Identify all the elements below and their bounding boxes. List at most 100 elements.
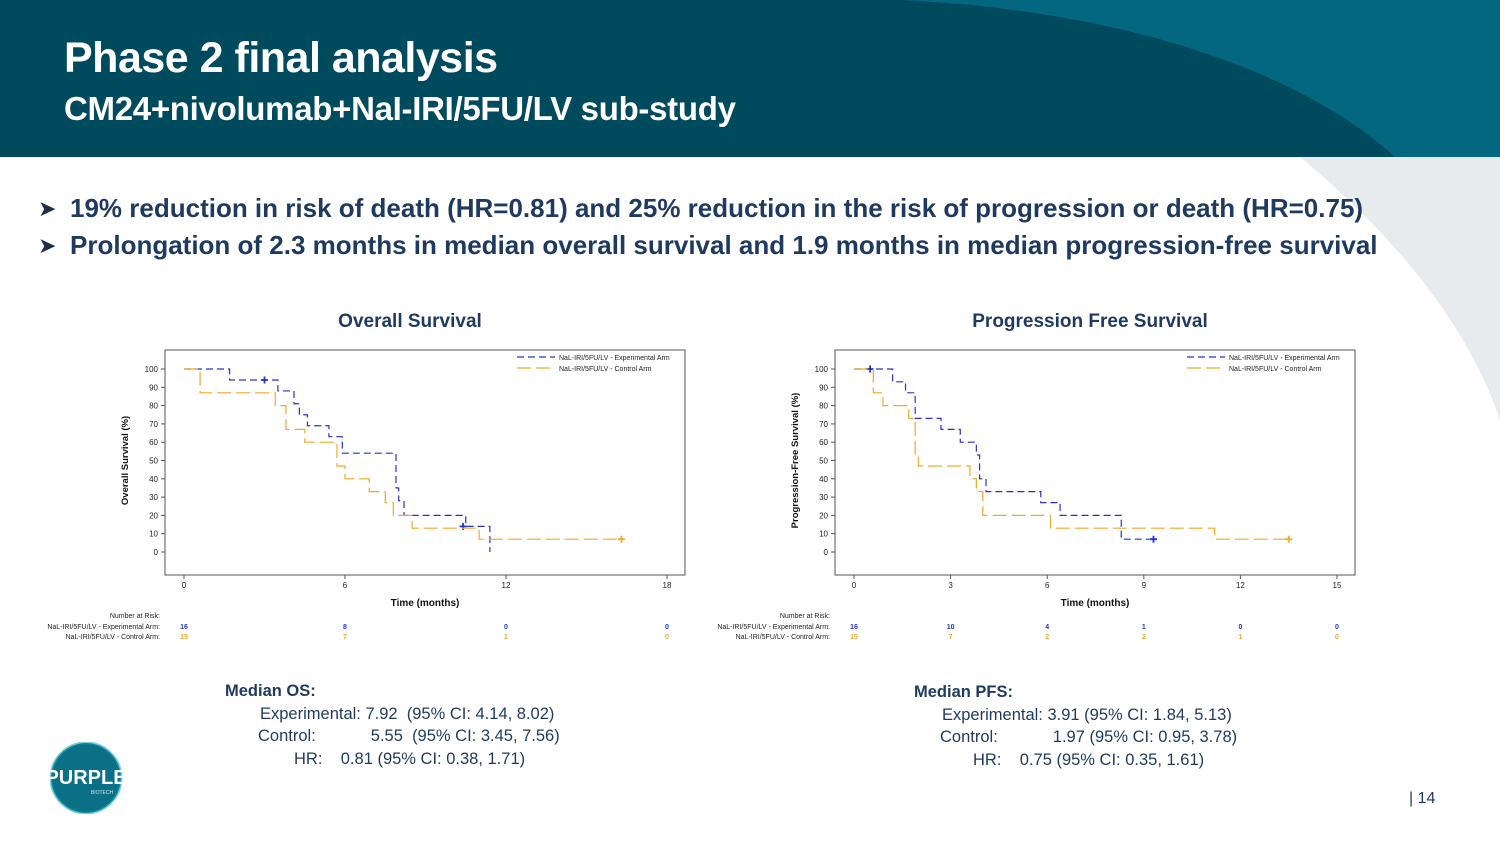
os-risk-row-label: NaL-IRI/5FU/LV - Control Arm:	[66, 634, 160, 641]
pfs-chart-title: Progression Free Survival	[972, 311, 1208, 332]
os-y-tick-label: 100	[145, 365, 159, 374]
bullet-text: 19% reduction in risk of death (HR=0.81)…	[70, 193, 1364, 223]
os-risk-value: 0	[504, 624, 508, 631]
os-median-control: Control: 5.55 (95% CI: 3.45, 7.56)	[258, 727, 560, 745]
os-median-heading: Median OS:	[225, 682, 316, 700]
bullet-item: ➤ 19% reduction in risk of death (HR=0.8…	[38, 190, 1378, 227]
os-y-tick-label: 80	[149, 402, 158, 411]
pfs-risk-value: 7	[949, 634, 953, 641]
os-series-line	[184, 368, 622, 540]
pfs-risk-value: 2	[1142, 634, 1146, 641]
os-x-axis-label: Time (months)	[391, 598, 460, 609]
slide-subtitle: CM24+nivolumab+NaI-IRI/5FU/LV sub-study	[64, 90, 736, 127]
os-x-tick-label: 6	[343, 581, 348, 590]
os-series-line	[184, 368, 491, 552]
os-risk-value: 8	[343, 624, 347, 631]
os-y-tick-label: 40	[149, 475, 158, 484]
pfs-median-summary: Median PFS: Experimental: 3.91 (95% CI: …	[914, 681, 1237, 771]
os-median-summary: Median OS: Experimental: 7.92 (95% CI: 4…	[225, 680, 560, 770]
os-y-tick-label: 30	[149, 493, 158, 502]
pfs-y-tick-label: 30	[819, 493, 828, 502]
pfs-legend-label: NaL-IRI/5FU/LV - Control Arm	[1229, 366, 1322, 373]
pfs-y-tick-label: 90	[819, 383, 828, 392]
os-censor-mark	[459, 522, 467, 530]
pfs-risk-title: Number at Risk:	[780, 613, 830, 620]
header-swoosh	[900, 0, 1500, 157]
pfs-y-tick-label: 20	[819, 511, 828, 520]
os-risk-title: Number at Risk:	[110, 613, 160, 620]
os-y-tick-label: 70	[149, 420, 158, 429]
logo-text: PURPLE	[45, 767, 126, 789]
bullet-text: Prolongation of 2.3 months in median ove…	[70, 230, 1378, 260]
pfs-risk-value: 0	[1238, 624, 1242, 631]
pfs-y-tick-label: 80	[819, 402, 828, 411]
os-risk-value: 0	[665, 634, 669, 641]
pfs-risk-value: 4	[1045, 624, 1049, 631]
os-risk-value: 15	[180, 634, 188, 641]
os-plot-frame	[164, 349, 686, 576]
os-risk-value: 0	[665, 624, 669, 631]
os-y-tick-label: 20	[149, 511, 158, 520]
os-x-tick-label: 0	[182, 581, 187, 590]
os-risk-value: 7	[343, 634, 347, 641]
pfs-risk-value: 10	[947, 624, 955, 631]
pfs-y-tick-label: 60	[819, 438, 828, 447]
pfs-y-tick-label: 0	[824, 548, 829, 557]
pfs-risk-row-label: NaL-IRI/5FU/LV - Control Arm:	[736, 634, 830, 641]
os-x-tick-label: 12	[502, 581, 511, 590]
pfs-x-tick-label: 12	[1236, 581, 1245, 590]
os-y-tick-label: 90	[149, 383, 158, 392]
os-y-tick-label: 0	[154, 548, 159, 557]
os-y-tick-label: 60	[149, 438, 158, 447]
pfs-y-tick-label: 100	[815, 365, 829, 374]
pfs-y-tick-label: 50	[819, 457, 828, 466]
os-risk-value: 16	[180, 624, 188, 631]
pfs-x-tick-label: 6	[1045, 581, 1050, 590]
os-median-experimental: Experimental: 7.92 (95% CI: 4.14, 8.02)	[260, 704, 555, 723]
os-chart-title: Overall Survival	[338, 311, 482, 332]
pfs-risk-value: 0	[1335, 634, 1339, 641]
pfs-y-tick-label: 40	[819, 475, 828, 484]
os-y-tick-label: 50	[149, 457, 158, 466]
pfs-median-control: Control: 1.97 (95% CI: 0.95, 3.78)	[940, 728, 1238, 746]
arrow-bullet-icon: ➤	[38, 233, 57, 258]
pfs-x-axis-label: Time (months)	[1061, 598, 1130, 609]
os-median-hr: HR: 0.81 (95% CI: 0.38, 1.71)	[294, 749, 526, 768]
pfs-risk-value: 2	[1045, 634, 1049, 641]
pfs-x-tick-label: 15	[1333, 581, 1342, 590]
pfs-risk-value: 1	[1142, 624, 1146, 631]
os-y-axis-label: Overall Survival (%)	[120, 416, 131, 505]
pfs-risk-value: 0	[1335, 624, 1339, 631]
os-risk-value: 1	[504, 634, 508, 641]
pfs-series-line	[854, 368, 1289, 540]
pfs-plot-frame	[834, 349, 1356, 576]
pfs-x-tick-label: 3	[948, 581, 953, 590]
pfs-x-tick-label: 0	[852, 581, 857, 590]
purple-biotech-logo: PURPLE BIOTECH	[45, 742, 127, 814]
os-censor-mark	[617, 535, 625, 543]
bullet-item: ➤ Prolongation of 2.3 months in median o…	[38, 227, 1378, 264]
arrow-bullet-icon: ➤	[38, 196, 57, 221]
pfs-y-tick-label: 10	[819, 530, 828, 539]
pfs-median-experimental: Experimental: 3.91 (95% CI: 1.84, 5.13)	[942, 705, 1232, 724]
os-legend-label: NaL-IRI/5FU/LV - Experimental Arm	[559, 355, 670, 362]
pfs-median-hr: HR: 0.75 (95% CI: 0.35, 1.61)	[973, 750, 1205, 769]
pfs-legend-label: NaL-IRI/5FU/LV - Experimental Arm	[1229, 355, 1340, 362]
os-y-tick-label: 10	[149, 530, 158, 539]
os-risk-row-label: NaL-IRI/5FU/LV - Experimental Arm:	[47, 624, 160, 631]
page-number: | 14	[1409, 790, 1436, 807]
pfs-risk-value: 1	[1238, 634, 1242, 641]
pfs-y-axis-label: Progression-Free Survival (%)	[790, 393, 801, 529]
pfs-censor-mark	[1149, 535, 1157, 543]
os-x-tick-label: 18	[663, 581, 672, 590]
pfs-risk-value: 15	[850, 634, 858, 641]
pfs-median-heading: Median PFS:	[914, 683, 1014, 701]
key-findings-list: ➤ 19% reduction in risk of death (HR=0.8…	[38, 190, 1378, 264]
background-swoosh-gray	[1300, 157, 1500, 420]
pfs-risk-value: 16	[850, 624, 858, 631]
os-legend-label: NaL-IRI/5FU/LV - Control Arm	[559, 366, 652, 373]
slide-title: Phase 2 final analysis	[64, 34, 498, 82]
